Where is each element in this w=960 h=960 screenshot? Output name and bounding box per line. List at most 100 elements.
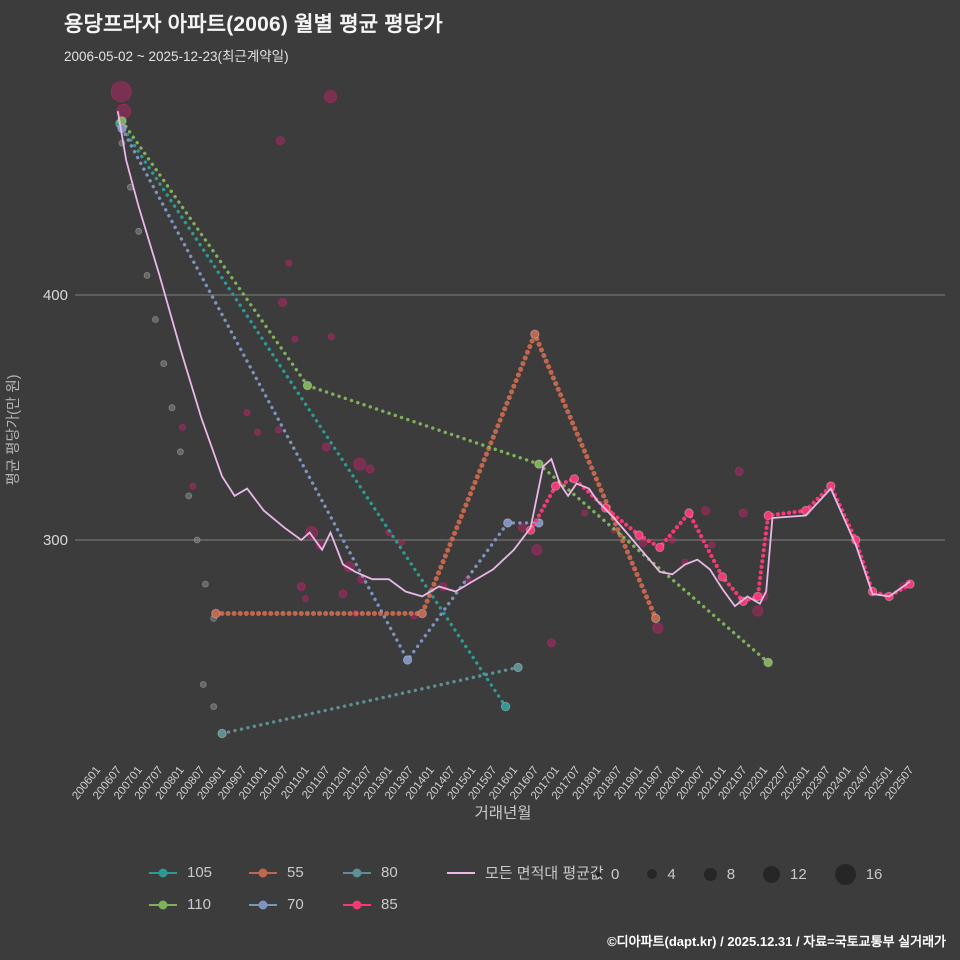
scatter-point[interactable] [517,523,527,533]
scatter-point[interactable] [199,681,207,688]
legend-swatch-icon [343,868,371,877]
series-marker-55[interactable] [417,608,427,619]
series-marker-55[interactable] [530,329,540,339]
legend-item-105[interactable]: 105 [148,862,248,883]
scatter-point[interactable] [734,466,744,476]
legend-label: 80 [381,864,398,881]
scatter-point[interactable] [176,448,184,456]
scatter-point[interactable] [321,442,331,452]
scatter-point[interactable] [708,541,716,549]
scatter-point[interactable] [305,526,319,539]
scatter-point[interactable] [547,638,556,648]
scatter-point[interactable] [179,423,186,431]
legend-label: 모든 면적대 평균값 [485,865,604,882]
legend-size: 0 4 8 12 16 [596,860,882,888]
legend-item-모든 면적대 평균값[interactable]: 모든 면적대 평균값 [446,862,604,883]
scatter-point[interactable] [189,482,197,490]
legend-swatch-icon [149,900,177,909]
series-line-55 [213,327,659,621]
size-legend-label: 4 [667,865,676,883]
scatter-point[interactable] [327,333,335,341]
series-marker-85[interactable] [684,508,694,518]
legend-label: 110 [187,896,211,913]
series-marker-70[interactable] [503,518,513,528]
series-marker-85[interactable] [738,596,748,606]
series-marker-110[interactable] [534,459,544,469]
scatter-point[interactable] [353,457,367,471]
size-legend-label: 12 [790,865,807,883]
size-dot-icon [703,867,717,881]
page-subtitle: 2006-05-02 ~ 2025-12-23(최근계약일) [64,49,289,64]
scatter-point[interactable] [338,589,348,599]
scatter-point[interactable] [274,426,282,434]
scatter-point[interactable] [201,580,209,588]
series-marker-85[interactable] [634,530,644,540]
credit-line: ©디아파트(dapt.kr) / 2025.12.31 / 자료=국토교통부 실… [607,934,946,949]
size-dot-icon [763,865,781,883]
size-legend-item-16: 16 [834,863,882,885]
scatter-point[interactable] [135,227,143,235]
size-legend-item-4: 4 [647,865,676,883]
scatter-point[interactable] [302,595,309,603]
scatter-point[interactable] [243,409,251,417]
scatter-point[interactable] [652,622,664,634]
series-marker-85[interactable] [655,542,665,553]
scatter-point[interactable] [365,464,375,474]
series-marker-55[interactable] [651,613,661,624]
legend-item-55[interactable]: 55 [248,862,342,883]
series-marker-85[interactable] [753,591,763,602]
scatter-point[interactable] [669,536,676,544]
size-dot-icon [596,871,601,877]
y-axis-label: 평균 평당가(만 원) [5,374,22,485]
scatter-point[interactable] [193,536,201,544]
legend-item-85[interactable]: 85 [342,896,446,913]
chart-header: 용당프라자 아파트(2006) 월별 평균 평당가 2006-05-02 ~ 2… [64,8,443,65]
y-tick-label: 300 [43,532,68,549]
legend-swatch-icon [149,868,177,877]
legend-label: 55 [287,864,304,881]
scatter-point[interactable] [701,506,711,516]
scatter-point[interactable] [581,509,589,517]
series-marker-80[interactable] [217,728,227,739]
series-marker-85[interactable] [717,572,728,582]
series-marker-70[interactable] [402,655,413,665]
scatter-point[interactable] [185,492,193,500]
legend-item-70[interactable]: 70 [248,896,342,913]
size-dot-icon [647,869,658,879]
series-marker-85[interactable] [763,510,773,521]
scatter-point[interactable] [143,271,151,279]
scatter-point[interactable] [168,404,176,412]
scatter-point[interactable] [278,297,287,307]
series-marker-105[interactable] [500,701,511,712]
series-marker-110[interactable] [302,380,313,391]
scatter-point[interactable] [254,428,261,436]
series-marker-85[interactable] [550,481,561,491]
series-line-70 [120,126,541,664]
scatter-point[interactable] [210,703,218,710]
legend-swatch-icon [249,868,277,877]
scatter-point[interactable] [275,136,285,146]
legend-item-110[interactable]: 110 [148,896,248,913]
scatter-point[interactable] [151,316,159,323]
scatter-point[interactable] [110,81,132,102]
series-marker-110[interactable] [763,657,773,668]
scatter-point[interactable] [324,90,337,103]
legend-label: 105 [187,864,213,881]
series-marker-85[interactable] [569,474,580,484]
series-marker-55[interactable] [211,608,221,619]
scatter-point[interactable] [285,259,293,267]
scatter-point[interactable] [160,360,168,368]
legend-swatch-icon [249,900,277,909]
scatter-point[interactable] [738,508,748,518]
size-legend-label: 8 [726,865,736,883]
page-title: 용당프라자 아파트(2006) 월별 평균 평당가 [64,13,443,36]
scatter-point[interactable] [531,544,543,556]
scatter-point[interactable] [296,582,306,591]
scatter-point[interactable] [291,335,299,343]
legend-swatch-icon [343,900,371,909]
scatter-point[interactable] [397,539,405,546]
scatter-point[interactable] [752,605,764,617]
legend-item-80[interactable]: 80 [342,862,446,883]
series-marker-80[interactable] [513,662,523,673]
